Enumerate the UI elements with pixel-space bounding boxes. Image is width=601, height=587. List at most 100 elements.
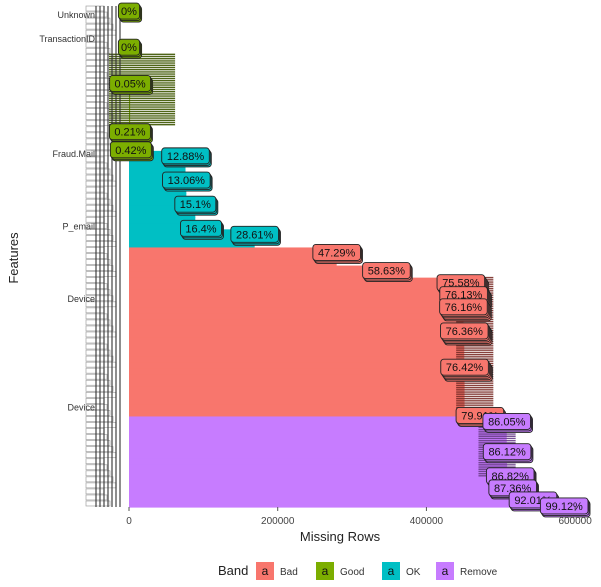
bar-ok	[129, 241, 255, 249]
bar-remove	[129, 452, 508, 460]
feature-label: Device	[67, 402, 95, 412]
data-label-text: 0.42%	[115, 145, 146, 157]
bar-remove	[129, 470, 511, 478]
data-label: 76.16%	[439, 298, 492, 322]
bar-bad	[129, 368, 465, 375]
feature-label: Fraud.Mail	[52, 149, 95, 159]
bar-bad	[129, 295, 464, 303]
legend-item-bad: a Bad	[256, 562, 298, 580]
data-label: 0%	[117, 38, 143, 59]
bar-bad	[129, 289, 464, 297]
data-label-text: 76.36%	[446, 326, 484, 338]
bar-ok	[129, 168, 186, 176]
bar-bad	[129, 265, 387, 273]
legend-label: Remove	[460, 567, 498, 578]
bar-ok	[129, 199, 196, 206]
data-label: 76.36%	[440, 322, 493, 346]
data-label-text: 16.4%	[185, 223, 216, 235]
data-label: 0.05%	[109, 75, 154, 95]
legend-key-glyph: a	[388, 564, 395, 578]
data-label: 15.1%	[174, 195, 219, 216]
bar-ok	[129, 217, 196, 224]
bar-remove	[129, 500, 565, 508]
data-label-text: 47.29%	[318, 247, 356, 259]
x-tick-label: 600000	[558, 516, 592, 527]
data-label-text: 86.05%	[488, 416, 526, 428]
data-labels-layer: 0% 0% 0.05% 0.21% 0.42% 12.88% 13.06% 15.1% 16.4…	[108, 2, 591, 518]
bar-bad	[129, 344, 465, 351]
bar-bad	[129, 337, 465, 345]
bars-layer	[109, 53, 565, 508]
bar-bad	[129, 362, 465, 369]
x-axis-title: Missing Rows	[300, 529, 381, 544]
feature-label: Unknown	[57, 10, 95, 20]
bar-good	[129, 102, 131, 110]
bar-remove	[129, 464, 508, 472]
data-label: 58.63%	[362, 262, 413, 283]
legend-title: Band	[218, 563, 248, 578]
bar-ok	[129, 223, 201, 230]
bar-bad	[129, 307, 464, 315]
bar-remove	[129, 488, 513, 496]
data-label-text: 13.06%	[168, 175, 206, 187]
bar-remove	[129, 428, 507, 436]
data-label-text: 76.42%	[446, 362, 484, 374]
feature-label: P_email	[62, 221, 95, 231]
bar-bad	[129, 392, 465, 399]
data-label: 28.61%	[230, 225, 281, 246]
data-label: 0%	[117, 2, 143, 23]
data-label: 86.05%	[482, 413, 533, 433]
bar-ok	[129, 181, 187, 188]
legend-key-glyph: a	[262, 564, 269, 578]
data-label: 12.88%	[161, 147, 212, 168]
legend-item-good: a Good	[316, 562, 364, 580]
bar-ok	[129, 187, 187, 194]
data-label-text: 12.88%	[167, 151, 205, 163]
legend-label: Good	[340, 567, 364, 578]
legend-item-remove: a Remove	[436, 562, 498, 580]
legend-key	[256, 562, 274, 580]
bar-bad	[129, 398, 465, 405]
x-tick-label: 0	[126, 516, 132, 527]
bar-bad	[129, 410, 480, 418]
legend-item-ok: a OK	[382, 562, 421, 580]
data-label: 13.06%	[162, 171, 213, 192]
bar-ok	[129, 156, 186, 164]
data-label-text: 86.12%	[488, 447, 526, 459]
bar-bad	[129, 350, 465, 357]
bar-bad	[129, 313, 464, 321]
bar-bad	[129, 319, 464, 327]
legend-key	[316, 562, 334, 580]
bar-remove	[129, 416, 507, 424]
bar-bad	[129, 283, 461, 291]
data-label: 0.42%	[109, 141, 154, 162]
legend-key-glyph: a	[442, 564, 449, 578]
bar-bad	[129, 247, 337, 255]
bar-bad	[129, 253, 337, 261]
bar-ok	[129, 162, 186, 170]
bar-bad	[129, 325, 465, 333]
data-label: 76.42%	[440, 358, 493, 382]
bar-bad	[129, 301, 464, 309]
data-label-text: 0.21%	[114, 127, 145, 139]
data-label: 99.12%	[539, 497, 591, 518]
legend-key-glyph: a	[322, 564, 329, 578]
legend-label: OK	[406, 567, 421, 578]
data-label-text: 76.16%	[445, 302, 483, 314]
bar-bad	[129, 259, 337, 267]
bar-ok	[129, 205, 196, 212]
data-label-text: 0.05%	[115, 78, 146, 90]
legend: Band a Bad a Good a OK a Remove	[218, 562, 498, 580]
feature-labels-layer: Unknown TransactionID Fraud.Mail P_email Dev…	[39, 10, 95, 412]
bar-remove	[129, 434, 507, 442]
bar-ok	[129, 193, 187, 200]
bar-bad	[129, 386, 465, 393]
bar-bad	[129, 271, 387, 279]
bar-remove	[129, 446, 508, 454]
bar-remove	[129, 494, 533, 502]
legend-key	[382, 562, 400, 580]
legend-label: Bad	[280, 567, 298, 578]
data-label: 0.21%	[108, 123, 153, 144]
bar-bad	[129, 380, 465, 387]
